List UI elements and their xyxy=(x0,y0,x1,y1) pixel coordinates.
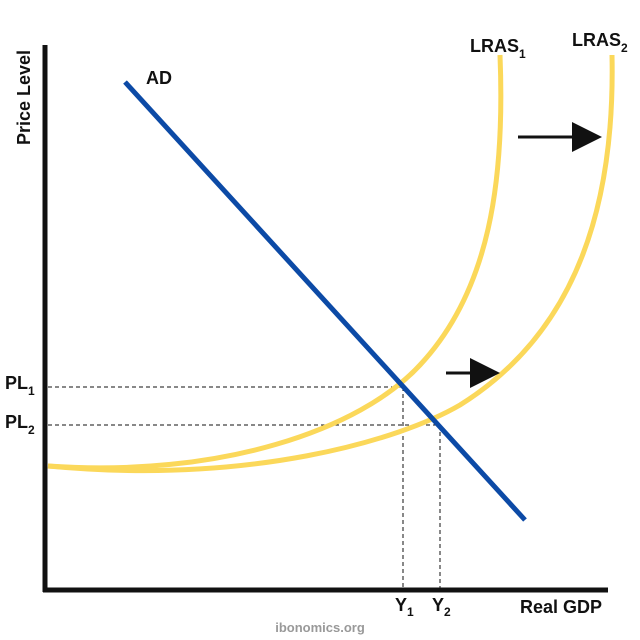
label-text: LRAS xyxy=(470,36,519,56)
price-label: PL2 xyxy=(5,412,35,437)
label-sub: 2 xyxy=(444,605,451,619)
ad-curve xyxy=(123,80,527,522)
x-axis-label: Real GDP xyxy=(520,597,602,617)
curve-label: LRAS2 xyxy=(572,30,628,55)
label-text: LRAS xyxy=(572,30,621,50)
price-label: PL1 xyxy=(5,373,35,398)
lras2-curve xyxy=(47,54,615,473)
label-text: PL xyxy=(5,412,28,432)
curve-label: AD xyxy=(146,68,172,88)
label-sub: 1 xyxy=(407,605,414,619)
guides xyxy=(48,386,441,590)
lras1-curve xyxy=(47,54,504,471)
label-text: PL xyxy=(5,373,28,393)
footer: ibonomics.org xyxy=(275,620,365,635)
output-label: Y2 xyxy=(432,595,451,619)
y-axis-label: Price Level xyxy=(14,50,34,145)
label-text: Y xyxy=(432,595,444,615)
curve-label: LRAS1 xyxy=(470,36,526,61)
output-label: Y1 xyxy=(395,595,414,619)
label-sub: 2 xyxy=(28,423,35,437)
label-sub: 1 xyxy=(28,384,35,398)
label-sub: 2 xyxy=(621,41,628,55)
label-text: Y xyxy=(395,595,407,615)
label-sub: 1 xyxy=(519,47,526,61)
